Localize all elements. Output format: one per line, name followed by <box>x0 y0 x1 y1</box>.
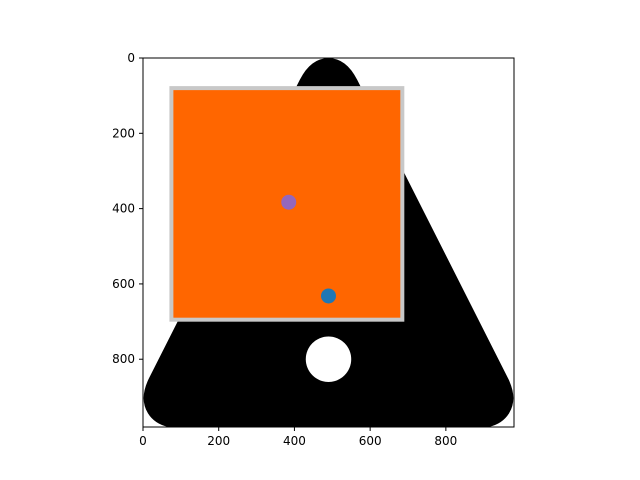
plot-content <box>143 58 514 427</box>
x-tick-label: 400 <box>283 434 306 448</box>
x-tick-label: 0 <box>139 434 147 448</box>
scatter-points <box>281 194 336 304</box>
scatter-point-1 <box>281 194 297 210</box>
x-tick-label: 200 <box>207 434 230 448</box>
y-tick-label: 600 <box>112 277 135 291</box>
y-tick-label: 400 <box>112 202 135 216</box>
triangle-hole <box>305 336 352 382</box>
y-axis-ticks: 0 200 400 600 800 <box>112 51 143 366</box>
x-tick-label: 800 <box>434 434 457 448</box>
axes-frame <box>142 57 515 428</box>
x-axis-ticks: 0 200 400 600 800 <box>139 427 457 448</box>
x-tick-label: 600 <box>359 434 382 448</box>
y-tick-label: 0 <box>127 51 135 65</box>
scatter-point-2 <box>321 288 336 304</box>
y-tick-label: 800 <box>112 352 135 366</box>
y-tick-label: 200 <box>112 126 135 140</box>
